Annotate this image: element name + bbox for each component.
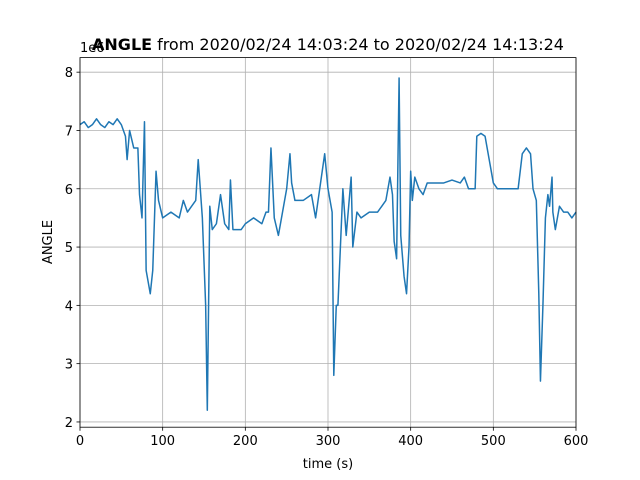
x-tick-label: 100 (150, 434, 175, 449)
x-tick-label: 300 (316, 434, 341, 449)
y-tick-label: 8 (65, 66, 73, 81)
title-range: from 2020/02/24 14:03:24 to 2020/02/24 1… (157, 35, 564, 54)
x-tick-label: 500 (481, 434, 506, 449)
y-axis-label: ANGLE (41, 220, 56, 264)
x-tick-label: 200 (233, 434, 258, 449)
plot-area: 0 100 200 300 400 500 600 2 3 4 5 6 7 8 (65, 57, 589, 449)
y-tick-label: 4 (65, 299, 73, 314)
x-axis-label: time (s) (303, 457, 353, 472)
x-tick-label: 600 (564, 434, 589, 449)
y-tick-label: 3 (65, 358, 73, 373)
y-tick-label: 7 (65, 124, 73, 139)
axes-frame (79, 57, 577, 428)
y-tick-label: 6 (65, 183, 73, 198)
y-tick-label: 5 (65, 241, 73, 256)
title-name: ANGLE (92, 35, 152, 54)
data-line (79, 77, 577, 412)
x-tick-label: 0 (76, 434, 84, 449)
x-tick-label: 400 (398, 434, 423, 449)
y-tick-label: 2 (65, 416, 73, 431)
y-offset: 1e6 (80, 41, 105, 56)
chart-title: ANGLE from 2020/02/24 14:03:24 to 2020/02… (92, 35, 564, 54)
